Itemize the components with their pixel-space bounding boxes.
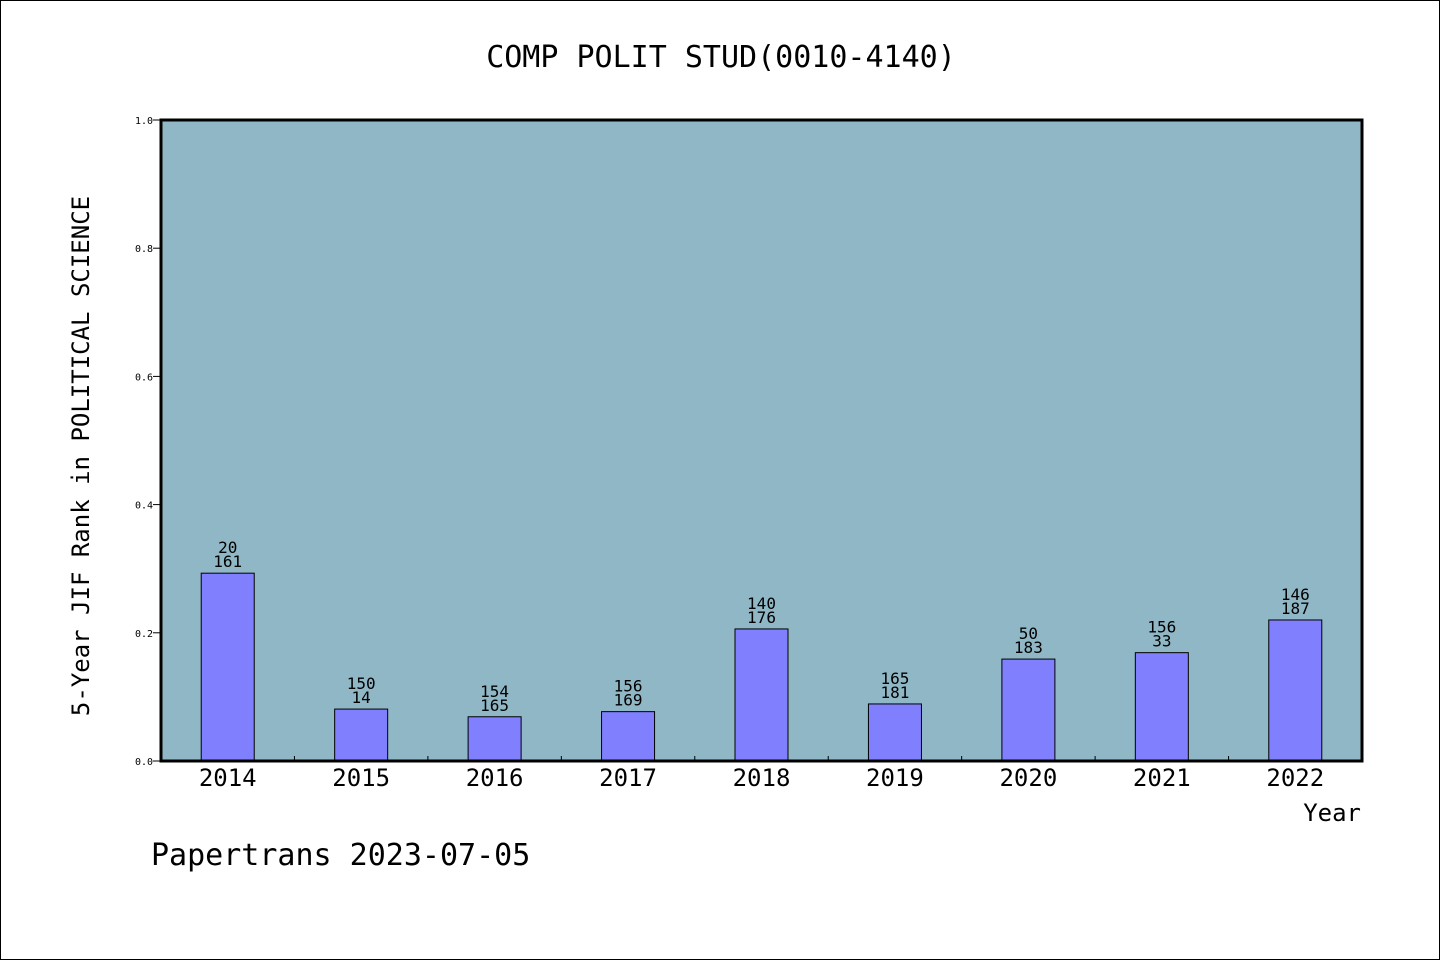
bar-label-bottom: 14	[352, 688, 371, 707]
bar	[334, 708, 389, 762]
y-tick-label: 0.2	[135, 629, 153, 640]
bar-label-top: 50	[1019, 624, 1038, 643]
x-axis-label: Year	[1303, 799, 1361, 827]
bar-label-top: 156	[1147, 618, 1176, 637]
x-tick-label: 2018	[733, 764, 791, 792]
bar	[734, 628, 789, 762]
bar-label-top: 154	[480, 682, 509, 701]
y-axis-label: 5-Year JIF Rank in POLITICAL SCIENCE	[67, 196, 95, 716]
x-tick-label: 2016	[466, 764, 524, 792]
x-tick-label: 2021	[1133, 764, 1191, 792]
y-tick-label: 0.8	[135, 244, 153, 255]
bar	[1134, 652, 1189, 762]
bar-label-bottom: 165	[480, 696, 509, 715]
y-tick-label: 1.0	[135, 116, 153, 127]
bar-label-top: 150	[347, 674, 376, 693]
y-tick-label: 0.0	[135, 757, 153, 768]
footer-text: Papertrans 2023-07-05	[151, 838, 530, 873]
bar	[601, 711, 656, 762]
bar-label-bottom: 169	[614, 691, 643, 710]
bar-label-top: 20	[218, 538, 237, 557]
bar-label-bottom: 33	[1152, 632, 1171, 651]
chart-title: COMP POLIT STUD(0010-4140)	[486, 40, 956, 75]
x-axis: 2014 2015 2016 2017 2018 2019 2020 2021 2022	[199, 756, 1324, 792]
bar-label-bottom: 176	[747, 608, 776, 627]
bar-label-bottom: 187	[1281, 599, 1310, 618]
bar	[1268, 619, 1323, 762]
x-tick-label: 2022	[1266, 764, 1324, 792]
bar-label-top: 156	[614, 677, 643, 696]
bar-label-bottom: 181	[880, 683, 909, 702]
x-tick-label: 2019	[866, 764, 924, 792]
y-tick-label: 0.6	[135, 372, 153, 383]
bar-label-top: 146	[1281, 585, 1310, 604]
bar-label-bottom: 161	[213, 552, 242, 571]
y-tick-label: 0.4	[135, 501, 153, 512]
x-tick-label: 2017	[599, 764, 657, 792]
y-axis: 0.0 0.2 0.4 0.6 0.8 1.0	[135, 116, 161, 768]
bar	[467, 716, 522, 762]
bar-label-bottom: 183	[1014, 638, 1043, 657]
x-tick-label: 2014	[199, 764, 257, 792]
bar	[1001, 658, 1056, 762]
plot-border	[159, 118, 1364, 763]
bar	[200, 572, 255, 762]
x-tick-label: 2020	[999, 764, 1057, 792]
bar-label-top: 165	[880, 669, 909, 688]
bar	[867, 703, 922, 762]
x-tick-label: 2015	[332, 764, 390, 792]
bar-label-top: 140	[747, 594, 776, 613]
